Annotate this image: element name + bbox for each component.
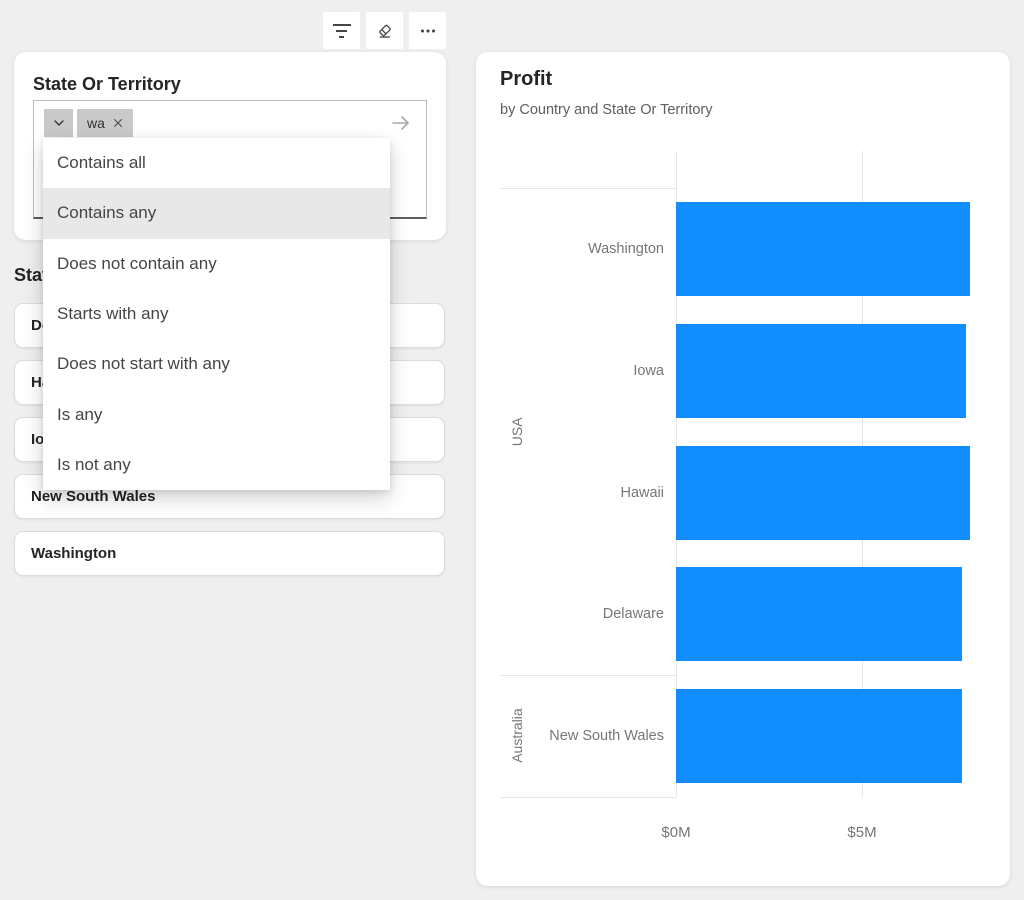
bar-hawaii[interactable] xyxy=(676,445,970,540)
category-label-delaware: Delaware xyxy=(602,606,664,623)
profit-chart-card: Profit by Country and State Or Territory… xyxy=(476,52,1010,886)
apply-search-icon[interactable] xyxy=(389,111,413,140)
category-label-iowa: Iowa xyxy=(633,362,664,379)
bar-new-south-wales[interactable] xyxy=(676,689,963,784)
dropdown-item-does-not-start-with-any[interactable]: Does not start with any xyxy=(43,339,390,390)
dropdown-item-is-any[interactable]: Is any xyxy=(43,389,390,440)
axis-tick-$0M: $0M xyxy=(661,824,691,841)
condition-dropdown-menu: Contains all Contains any Does not contain… xyxy=(43,138,390,490)
dropdown-item-does-not-contain-any[interactable]: Does not contain any xyxy=(43,238,390,289)
more-options-button[interactable] xyxy=(409,12,446,49)
condition-dropdown-button[interactable] xyxy=(44,109,73,137)
chart-title: Profit xyxy=(500,68,553,90)
clear-selections-button[interactable] xyxy=(366,12,403,49)
filter-button[interactable] xyxy=(323,12,360,49)
eraser-icon xyxy=(378,24,391,38)
category-label-hawaii: Hawaii xyxy=(620,484,664,501)
search-term-text: wa xyxy=(87,115,105,131)
group-separator xyxy=(500,188,676,189)
dropdown-item-contains-any[interactable]: Contains any xyxy=(43,188,390,239)
axis-tick-$5M: $5M xyxy=(847,824,877,841)
bar-chart-plot-area: $0M $5M USA Washington Iowa Hawaii Delaware Aus… xyxy=(476,52,1010,886)
bar-washington[interactable] xyxy=(676,201,970,296)
group-separator xyxy=(500,675,676,677)
slicer-tile-washington[interactable]: Washington xyxy=(14,531,445,576)
remove-term-icon[interactable] xyxy=(111,116,125,130)
plot-bottom-separator xyxy=(500,797,676,798)
filter-icon xyxy=(332,23,351,38)
chevron-down-icon xyxy=(53,120,64,126)
dropdown-item-contains-all[interactable]: Contains all xyxy=(43,138,390,189)
category-label-washington: Washington xyxy=(587,240,664,257)
dropdown-item-is-not-any[interactable]: Is not any xyxy=(43,439,390,490)
category-label-new-south-wales: New South Wales xyxy=(549,728,664,745)
search-term-chip[interactable]: wa xyxy=(77,109,133,137)
chart-subtitle: by Country and State Or Territory xyxy=(500,102,713,118)
dropdown-item-starts-with-any[interactable]: Starts with any xyxy=(43,288,390,340)
slicer-title: State Or Territory xyxy=(33,74,181,94)
ellipsis-icon xyxy=(420,28,435,33)
bar-delaware[interactable] xyxy=(676,567,963,662)
bar-iowa[interactable] xyxy=(676,323,967,418)
country-label-usa: USA xyxy=(509,417,525,446)
visual-header-toolbar xyxy=(323,12,446,49)
